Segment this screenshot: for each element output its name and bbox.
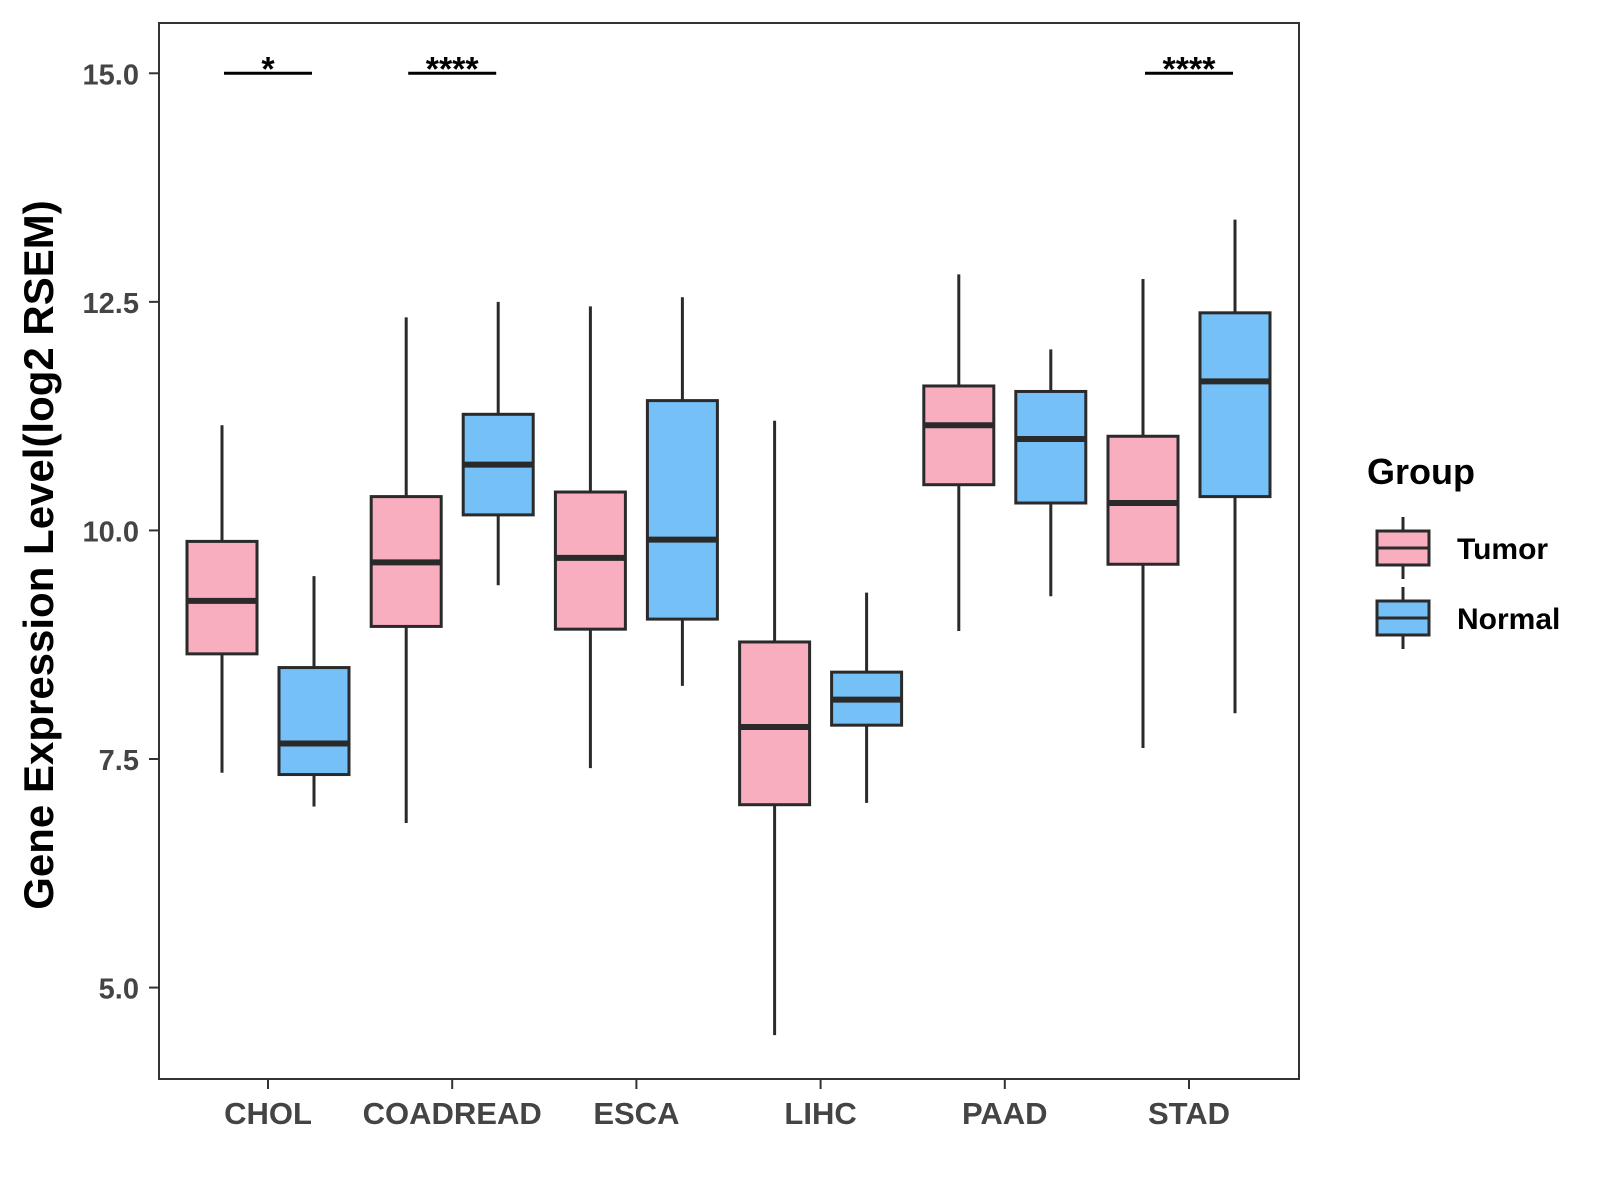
box-iqr [645, 399, 719, 621]
box-normal-lihc [830, 592, 904, 803]
box-tumor-stad [1106, 279, 1180, 749]
box-iqr [277, 666, 351, 777]
y-tick-label: 12.5 [83, 288, 139, 320]
y-axis-title: Gene Expression Level(log2 RSEM) [15, 200, 62, 910]
legend-label-normal: Normal [1457, 603, 1560, 636]
x-tick-label: COADREAD [363, 1096, 542, 1131]
box-iqr [738, 640, 812, 807]
box-iqr [1198, 311, 1272, 499]
y-tick-label: 7.5 [99, 745, 139, 777]
box-normal-esca [645, 297, 719, 686]
significance-label: **** [1163, 50, 1217, 88]
box-normal-coadread [461, 301, 535, 586]
plot-layer: * **** **** [185, 50, 1272, 1036]
box-tumor-esca [553, 306, 627, 769]
plot-panel-border [158, 22, 1300, 1080]
x-tick-label: ESCA [593, 1096, 679, 1131]
box-normal-stad [1198, 219, 1272, 714]
box-tumor-lihc [738, 420, 812, 1036]
legend-key-normal [1375, 587, 1431, 649]
x-tick-label: PAAD [962, 1096, 1048, 1131]
y-tick-label: 15.0 [83, 59, 139, 91]
legend: Group Tumor Normal [1367, 451, 1560, 649]
box-normal-chol [277, 576, 351, 807]
x-tick-label: CHOL [224, 1096, 312, 1131]
legend-key-tumor [1375, 517, 1431, 579]
box-iqr [922, 384, 996, 487]
x-tick-label: STAD [1148, 1096, 1230, 1131]
box-iqr [185, 539, 259, 656]
box-tumor-paad [922, 274, 996, 631]
y-tick-label: 5.0 [99, 974, 139, 1006]
box-iqr [1014, 389, 1088, 505]
x-tick-label: LIHC [784, 1096, 856, 1131]
legend-title: Group [1367, 451, 1475, 492]
box-tumor-chol [185, 425, 259, 773]
y-tick-label: 10.0 [83, 516, 139, 548]
box-normal-paad [1014, 349, 1088, 597]
significance-label: **** [426, 50, 480, 88]
axis-layer: 5.0 7.5 10.0 12.5 15.0 CHOL COADREAD ESCA LIHC PA… [83, 22, 1300, 1131]
box-tumor-coadread [369, 317, 443, 823]
legend-label-tumor: Tumor [1457, 533, 1548, 566]
significance-label: * [261, 50, 275, 88]
